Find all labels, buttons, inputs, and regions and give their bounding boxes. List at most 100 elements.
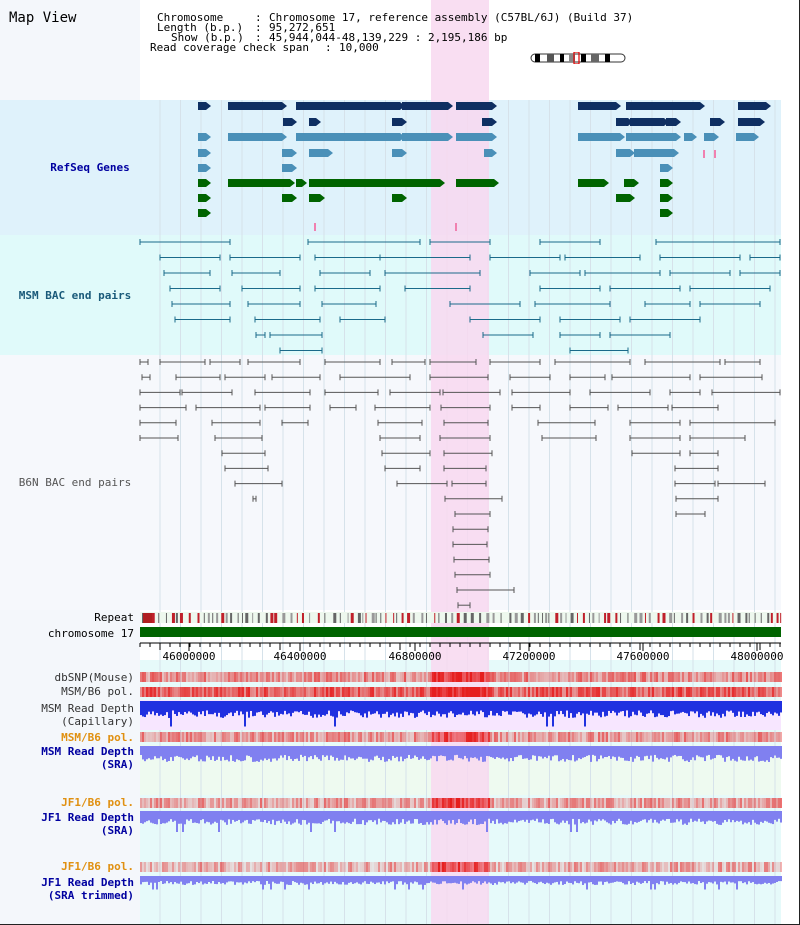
msm-depth-cap-bar — [158, 701, 160, 716]
refseq-gene-arrow — [402, 118, 407, 126]
msm-depth-sra-bar — [228, 746, 230, 762]
dbsnp-heat-cell — [562, 672, 564, 682]
msm-depth-cap-bar — [266, 701, 268, 715]
msm-depth-sra-bar — [606, 746, 608, 758]
msm-b6-pol-heat-cell — [198, 687, 200, 697]
track-label-b6n-bac[interactable]: B6N BAC end pairs — [18, 476, 132, 489]
jf1-depth-sra-bar — [358, 811, 360, 825]
msm-b6-pol2-heat-cell — [298, 732, 300, 742]
msm-b6-pol2-heat-cell — [612, 732, 614, 742]
refseq-gene-arrow — [668, 194, 673, 202]
repeat-mark — [509, 613, 512, 623]
msm-b6-pol2-heat-cell — [738, 732, 740, 742]
msm-depth-cap-bar — [458, 701, 460, 715]
jf1-depth-trim-bar — [294, 876, 296, 883]
jf1-depth-trim-bar — [258, 876, 260, 882]
jf1-b6-pol2-heat-cell — [720, 862, 722, 872]
msm-b6-pol2-heat-cell — [156, 732, 158, 742]
jf1-b6-pol2-heat-cell — [580, 862, 582, 872]
msm-depth-cap-bar — [712, 701, 714, 713]
repeat-mark — [607, 613, 611, 623]
msm-b6-pol2-heat-cell — [494, 732, 496, 742]
msm-b6-pol2-heat-cell — [208, 732, 210, 742]
msm-b6-pol-heat-cell — [364, 687, 366, 697]
msm-depth-sra-bar — [732, 746, 734, 759]
jf1-depth-sra-bar — [690, 811, 692, 819]
refseq-pink-mark — [314, 223, 316, 231]
track-label-refseq[interactable]: RefSeq Genes — [50, 161, 130, 174]
jf1-b6-pol2-heat-cell — [244, 862, 246, 872]
jf1-depth-trim-bar — [280, 876, 282, 882]
dbsnp-heat-cell — [476, 672, 478, 682]
msm-depth-cap-bar — [758, 701, 760, 712]
jf1-depth-trim-bar — [678, 876, 680, 883]
msm-depth-sra-bar — [196, 746, 198, 756]
msm-b6-pol2-heat-cell — [576, 732, 578, 742]
jf1-b6-pol-heat-cell — [306, 798, 308, 808]
repeat-mark — [780, 613, 782, 623]
msm-b6-pol2-heat-cell — [724, 732, 726, 742]
jf1-b6-pol-heat-cell — [212, 798, 214, 808]
track-label-repeat: Repeat — [94, 611, 134, 624]
msm-depth-sra-bar — [598, 746, 600, 760]
jf1-depth-sra-bar — [722, 811, 724, 823]
refseq-gene — [283, 118, 292, 126]
msm-b6-pol2-heat-cell — [710, 732, 712, 742]
msm-depth-cap-bar — [528, 701, 530, 714]
jf1-depth-trim-bar — [572, 876, 574, 885]
msm-depth-sra-bar — [374, 746, 376, 757]
repeat-mark — [216, 613, 219, 623]
jf1-depth-trim-bar — [470, 876, 472, 883]
msm-b6-pol2-heat-cell — [748, 732, 750, 742]
msm-depth-sra-bar — [188, 746, 190, 761]
dbsnp-heat-cell — [586, 672, 588, 682]
refseq-gene-arrow — [206, 209, 211, 217]
msm-depth-cap-bar — [316, 701, 318, 718]
dbsnp-heat-cell — [490, 672, 492, 682]
jf1-depth-sra-bar — [740, 811, 742, 821]
track-label-msm-bac[interactable]: MSM BAC end pairs — [18, 289, 132, 302]
msm-b6-pol2-heat-cell — [606, 732, 608, 742]
msm-depth-cap-bar — [658, 701, 660, 714]
msm-b6-pol-heat-cell — [202, 687, 204, 697]
repeat-mark — [347, 613, 349, 623]
dbsnp-heat-cell — [772, 672, 774, 682]
jf1-b6-pol2-heat-cell — [560, 862, 562, 872]
jf1-depth-sra-bar — [490, 811, 492, 824]
msm-depth-sra-bar — [212, 746, 214, 757]
msm-b6-pol-heat-cell — [736, 687, 738, 697]
msm-depth-cap-bar — [460, 701, 462, 715]
msm-depth-cap-bar — [224, 701, 226, 717]
jf1-depth-sra-bar — [236, 811, 238, 821]
jf1-b6-pol2-heat-cell — [628, 862, 630, 872]
refseq-gene-arrow — [282, 102, 287, 110]
msm-depth-cap-bar — [208, 701, 210, 715]
chromosome-ideogram[interactable] — [529, 52, 627, 64]
dbsnp-heat-cell — [342, 672, 344, 682]
jf1-b6-pol2-heat-cell — [700, 862, 702, 872]
jf1-b6-pol2-heat-cell — [184, 862, 186, 872]
repeat-mark — [317, 613, 320, 623]
jf1-b6-pol2-heat-cell — [362, 862, 364, 872]
msm-depth-sra-bar — [442, 746, 444, 757]
msm-depth-cap-bar — [554, 701, 556, 717]
dbsnp-heat-cell — [320, 672, 322, 682]
msm-b6-pol-heat-cell — [278, 687, 280, 697]
jf1-b6-pol2-heat-cell — [584, 862, 586, 872]
repeat-mark — [282, 613, 286, 623]
dbsnp-heat-cell — [336, 672, 338, 682]
msm-b6-pol-heat-cell — [154, 687, 156, 697]
msm-depth-sra-bar — [548, 746, 550, 756]
jf1-depth-trim-bar — [496, 876, 498, 885]
jf1-depth-trim-bar — [144, 876, 146, 882]
repeat-mark — [486, 613, 490, 623]
msm-depth-cap-bar — [282, 701, 284, 715]
msm-b6-pol-heat-cell — [228, 687, 230, 697]
jf1-b6-pol-heat-cell — [658, 798, 660, 808]
jf1-depth-trim-bar — [156, 876, 158, 890]
msm-b6-pol2-heat-cell — [420, 732, 422, 742]
dbsnp-heat-cell — [696, 672, 698, 682]
jf1-b6-pol-heat-cell — [764, 798, 766, 808]
msm-b6-pol-heat-cell — [732, 687, 734, 697]
msm-b6-pol2-heat-cell — [278, 732, 280, 742]
